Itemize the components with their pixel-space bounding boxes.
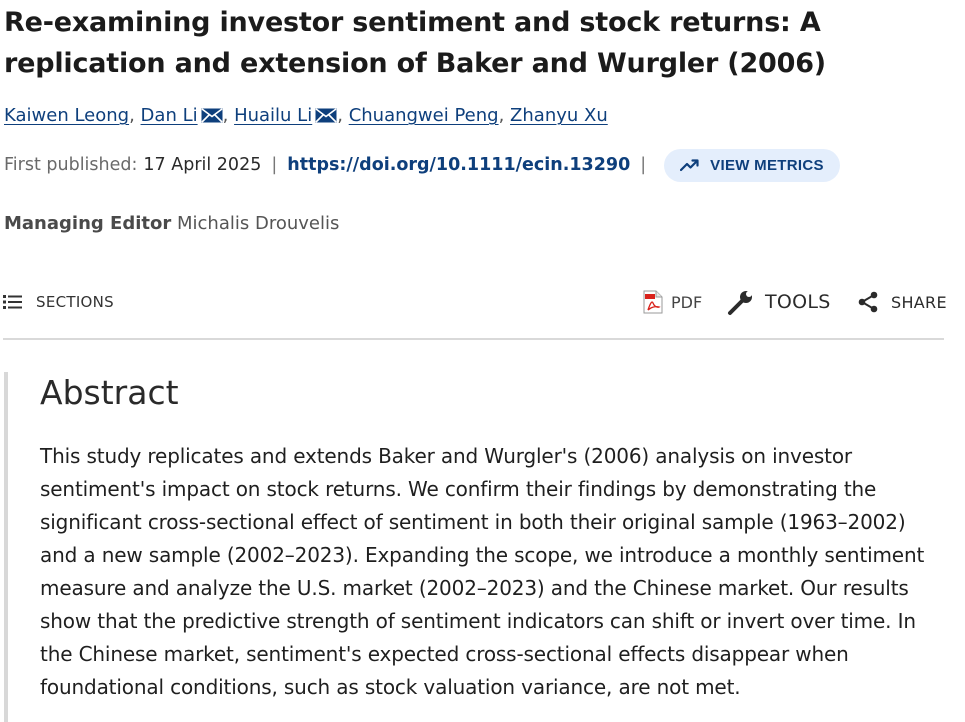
first-published-label: First published: bbox=[4, 155, 138, 175]
pipe-separator: | bbox=[271, 155, 278, 175]
managing-editor-label: Managing Editor bbox=[4, 213, 172, 234]
wrench-icon bbox=[728, 291, 752, 315]
list-icon bbox=[3, 295, 22, 309]
tools-label: TOOLS bbox=[765, 291, 831, 313]
pdf-label: PDF bbox=[671, 292, 703, 312]
trending-up-icon bbox=[680, 159, 699, 172]
publication-date: 17 April 2025 bbox=[143, 155, 262, 175]
author-link[interactable]: Kaiwen Leong bbox=[4, 105, 130, 126]
abstract-heading: Abstract bbox=[40, 373, 179, 412]
author-link[interactable]: Dan Li bbox=[140, 105, 198, 126]
author-list: Kaiwen Leong, Dan Li, Huailu Li, Chuangw… bbox=[4, 103, 608, 129]
sections-label: SECTIONS bbox=[36, 293, 115, 311]
pipe-separator: | bbox=[640, 155, 647, 175]
author-separator: , bbox=[222, 105, 229, 126]
author-link[interactable]: Huailu Li bbox=[234, 105, 313, 126]
article-title: Re-examining investor sentiment and stoc… bbox=[4, 7, 826, 79]
author-link[interactable]: Chuangwei Peng bbox=[348, 105, 499, 126]
article-toolbar: SECTIONS PDF TOOLS SHARE bbox=[3, 282, 947, 322]
abstract-section: Abstract This study replicates and exten… bbox=[4, 372, 948, 722]
view-metrics-label: VIEW METRICS bbox=[710, 156, 824, 174]
author-separator: , bbox=[129, 105, 135, 126]
abstract-text: This study replicates and extends Baker … bbox=[40, 444, 925, 699]
pdf-file-icon bbox=[643, 290, 663, 314]
toolbar-divider bbox=[3, 338, 944, 340]
author-separator: , bbox=[498, 105, 505, 126]
managing-editor: Managing Editor Michalis Drouvelis bbox=[4, 210, 339, 238]
author-separator: , bbox=[337, 105, 343, 126]
share-button[interactable]: SHARE bbox=[857, 282, 947, 322]
publication-info: First published: 17 April 2025 | https:/… bbox=[4, 148, 840, 182]
envelope-icon[interactable] bbox=[315, 108, 337, 123]
pdf-button[interactable]: PDF bbox=[643, 282, 702, 322]
share-icon bbox=[858, 291, 878, 313]
tools-button[interactable]: TOOLS bbox=[727, 282, 831, 322]
sections-button[interactable]: SECTIONS bbox=[3, 282, 114, 322]
envelope-icon[interactable] bbox=[201, 108, 223, 123]
author-link[interactable]: Zhanyu Xu bbox=[510, 105, 608, 126]
managing-editor-name: Michalis Drouvelis bbox=[176, 213, 340, 234]
view-metrics-button[interactable]: VIEW METRICS bbox=[664, 148, 840, 182]
share-label: SHARE bbox=[891, 292, 947, 312]
doi-link[interactable]: https://doi.org/10.1111/ecin.13290 bbox=[287, 155, 631, 175]
